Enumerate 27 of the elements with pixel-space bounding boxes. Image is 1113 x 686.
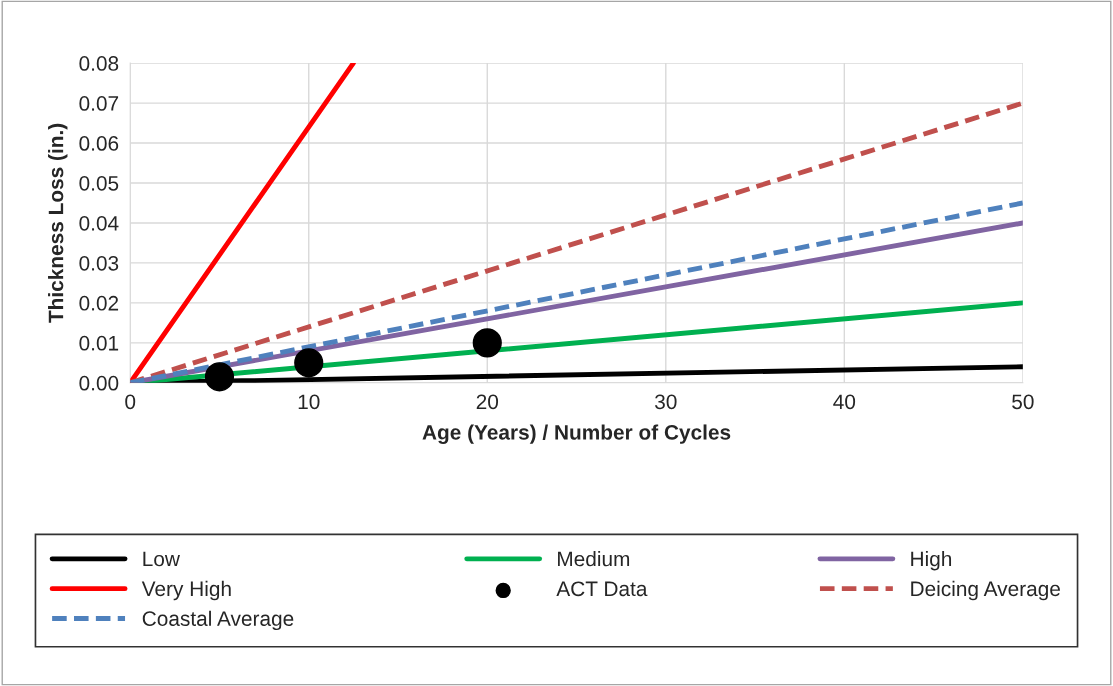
y-tick-label: 0.07 [79, 96, 119, 111]
x-tick-label: 20 [476, 394, 499, 410]
legend-label: High [911, 551, 952, 571]
legend-label: Deicing Average [911, 580, 1060, 601]
y-tick-label: 0.05 [79, 175, 119, 191]
point [472, 328, 502, 358]
y-tick-label: 0.00 [79, 375, 119, 391]
x-tick-label: 10 [298, 394, 320, 410]
y-tick-label: 0.06 [79, 136, 119, 151]
legend-label: Coastal Average [142, 610, 294, 631]
x-tick-label: 30 [655, 394, 677, 410]
x-tick-label: 50 [1012, 394, 1034, 410]
y-tick-label: 0.03 [79, 255, 119, 271]
x-tick-label: 40 [833, 394, 856, 410]
legend-label: ACT Data [556, 581, 648, 597]
y-tick-label: 0.01 [79, 335, 119, 351]
y-tick-label: 0.04 [79, 215, 119, 231]
x-tick-label: 0 [125, 394, 136, 410]
legend-label: Medium [558, 551, 630, 567]
legend-label: Low [143, 551, 180, 567]
x-axis-title: Age (Years) / Number of Cycles [422, 424, 731, 444]
legend-label: Very High [141, 580, 231, 601]
y-axis-title: Thickness Loss (in.) [48, 123, 68, 323]
y-tick-label: 0.08 [79, 56, 119, 71]
y-tick-label: 0.02 [79, 295, 119, 311]
point [204, 362, 235, 392]
point [294, 348, 324, 378]
